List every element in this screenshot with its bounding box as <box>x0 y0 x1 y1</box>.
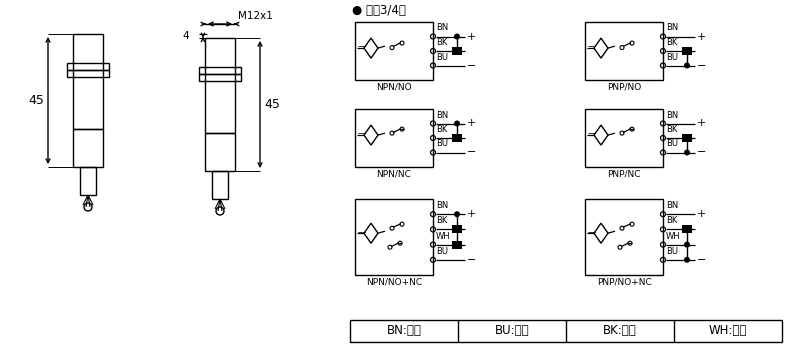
Text: 45: 45 <box>28 94 44 107</box>
Text: 45: 45 <box>264 98 280 111</box>
Text: BK:黑色: BK:黑色 <box>603 325 637 338</box>
Bar <box>73 129 103 167</box>
Text: NPN/NO+NC: NPN/NO+NC <box>366 277 422 287</box>
Text: WH: WH <box>436 232 450 241</box>
Text: −: − <box>467 61 476 70</box>
Text: BN: BN <box>666 111 678 119</box>
Text: NPN/NC: NPN/NC <box>377 170 411 178</box>
Circle shape <box>454 120 460 126</box>
Text: 4: 4 <box>182 31 189 41</box>
Circle shape <box>454 33 460 39</box>
Text: PNP/NO+NC: PNP/NO+NC <box>597 277 651 287</box>
Text: +: + <box>467 119 476 128</box>
Bar <box>452 225 462 233</box>
Text: +: + <box>697 31 706 42</box>
Text: −: − <box>697 147 706 157</box>
Polygon shape <box>594 125 608 145</box>
Text: —: — <box>358 228 366 237</box>
Polygon shape <box>364 125 378 145</box>
Text: BN:棕色: BN:棕色 <box>386 325 422 338</box>
Text: −: − <box>697 255 706 265</box>
Text: BK: BK <box>436 38 447 47</box>
Bar <box>355 109 433 167</box>
Bar <box>452 241 462 249</box>
Text: PNP/NO: PNP/NO <box>607 82 641 92</box>
Text: BN: BN <box>436 24 448 32</box>
Text: BU: BU <box>436 52 448 62</box>
Text: BK: BK <box>666 125 678 134</box>
Bar <box>585 109 663 167</box>
Text: −: − <box>697 61 706 70</box>
Bar <box>452 47 462 55</box>
Text: BK: BK <box>436 125 447 134</box>
Text: +: + <box>467 31 476 42</box>
Bar <box>355 199 433 275</box>
Polygon shape <box>364 223 378 243</box>
Polygon shape <box>364 38 378 58</box>
Circle shape <box>684 257 690 263</box>
Bar <box>212 171 228 199</box>
Bar <box>350 320 782 342</box>
Polygon shape <box>594 223 608 243</box>
Text: BU: BU <box>666 52 678 62</box>
Bar <box>67 63 109 69</box>
Circle shape <box>454 211 460 217</box>
Text: +: + <box>697 209 706 219</box>
Bar <box>205 38 235 133</box>
Circle shape <box>684 241 690 247</box>
Text: BK: BK <box>666 216 678 225</box>
Text: −: − <box>467 255 476 265</box>
Text: BN: BN <box>436 201 448 210</box>
Bar <box>205 133 235 171</box>
Bar <box>355 22 433 80</box>
Text: BU: BU <box>666 247 678 256</box>
Text: ● 直涁3/4线: ● 直涁3/4线 <box>352 4 406 17</box>
Bar <box>199 67 241 74</box>
Circle shape <box>684 63 690 69</box>
Text: BK: BK <box>436 216 447 225</box>
Polygon shape <box>594 38 608 58</box>
Text: BN: BN <box>436 111 448 119</box>
Text: −: − <box>467 147 476 157</box>
Text: —: — <box>588 228 596 237</box>
Text: +: + <box>467 209 476 219</box>
Circle shape <box>684 150 690 156</box>
Text: BN: BN <box>666 201 678 210</box>
Bar <box>452 134 462 142</box>
Text: —: — <box>588 43 596 52</box>
Text: M12x1: M12x1 <box>238 11 273 21</box>
Text: —: — <box>358 130 366 139</box>
Bar <box>73 34 103 129</box>
Text: PNP/NC: PNP/NC <box>607 170 641 178</box>
Text: WH: WH <box>666 232 681 241</box>
Bar <box>682 134 692 142</box>
Text: BU: BU <box>436 139 448 149</box>
Text: BN: BN <box>666 24 678 32</box>
Text: NPN/NO: NPN/NO <box>376 82 412 92</box>
Text: BU: BU <box>436 247 448 256</box>
Text: +: + <box>697 119 706 128</box>
Text: —: — <box>358 43 366 52</box>
Bar <box>199 74 241 81</box>
Bar <box>80 167 96 195</box>
Bar <box>585 199 663 275</box>
Bar <box>67 69 109 76</box>
Text: —: — <box>588 130 596 139</box>
Text: WH:白色: WH:白色 <box>709 325 747 338</box>
Text: BU: BU <box>666 139 678 149</box>
Text: BK: BK <box>666 38 678 47</box>
Bar <box>682 47 692 55</box>
Bar <box>585 22 663 80</box>
Bar <box>682 225 692 233</box>
Text: BU:兰色: BU:兰色 <box>494 325 530 338</box>
